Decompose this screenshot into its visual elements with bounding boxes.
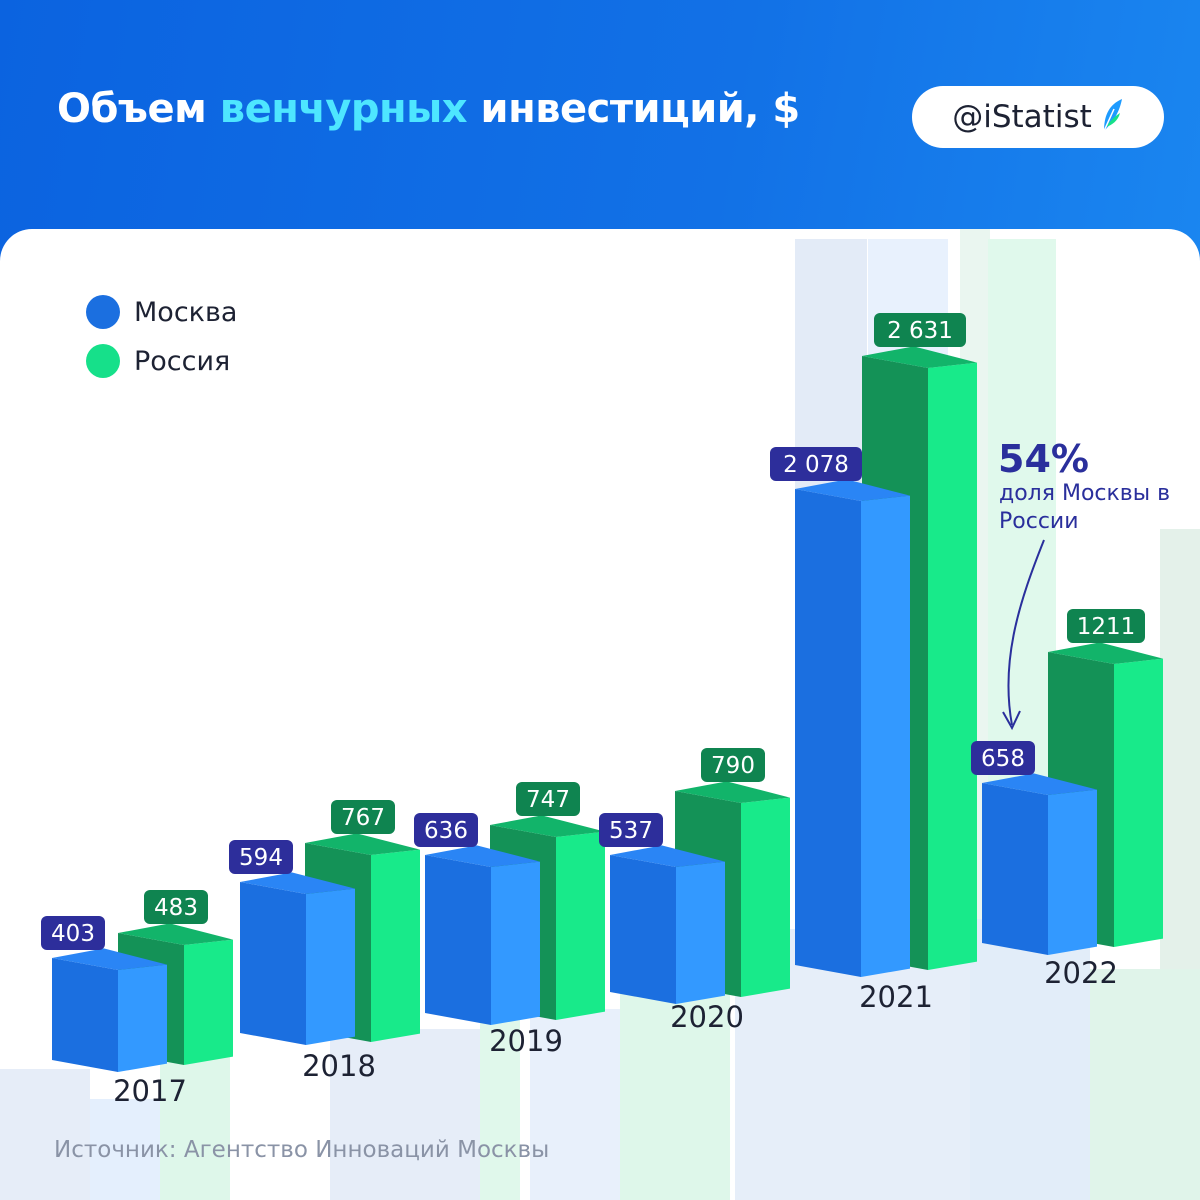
svg-text:403: 403 <box>51 921 95 947</box>
chart-title: Объем венчурных инвестиций, $ <box>57 86 800 132</box>
annotation-text: доля Москвы в России <box>999 481 1171 534</box>
bar-moscow-2017 <box>52 948 167 1072</box>
source-note: Источник: Агентство Инноваций Москвы <box>54 1137 550 1163</box>
bar-moscow-2020 <box>610 845 725 1004</box>
svg-text:636: 636 <box>424 818 468 844</box>
data-label-moscow-2019: 636 <box>414 813 478 847</box>
istatist-badge[interactable]: @iStatist <box>912 86 1164 148</box>
x-tick-2019: 2019 <box>489 1024 563 1058</box>
legend-item-russia: Россия <box>86 344 230 378</box>
data-label-moscow-2018: 594 <box>229 840 293 874</box>
data-label-russia-2017: 483 <box>144 890 208 924</box>
svg-text:747: 747 <box>526 787 570 813</box>
legend-item-moscow: Москва <box>86 295 237 329</box>
svg-text:790: 790 <box>711 753 755 779</box>
svg-text:2 078: 2 078 <box>783 452 849 478</box>
bar-moscow-2019 <box>425 845 540 1025</box>
data-labels: 403 483 594 767 636 747 537 790 2 078 2 631 658 121… <box>41 313 1145 950</box>
svg-text:658: 658 <box>981 746 1025 772</box>
bar-moscow-2022 <box>982 773 1097 955</box>
x-tick-2022: 2022 <box>1044 956 1118 990</box>
data-label-moscow-2022: 658 <box>971 741 1035 775</box>
annotation-arrow <box>1002 539 1045 731</box>
svg-text:594: 594 <box>239 845 283 871</box>
data-label-russia-2021: 2 631 <box>874 313 966 347</box>
data-label-russia-2022: 1211 <box>1067 609 1145 643</box>
chart-svg: 403 483 594 767 636 747 537 790 2 078 2 631 658 121… <box>0 229 1200 1200</box>
svg-text:767: 767 <box>341 805 385 831</box>
annotation-percent: 54% <box>998 437 1089 481</box>
data-label-russia-2018: 767 <box>331 800 395 834</box>
x-tick-2021: 2021 <box>859 980 933 1014</box>
svg-text:1211: 1211 <box>1077 614 1136 640</box>
badge-text: @iStatist <box>952 99 1092 135</box>
legend-label-russia: Россия <box>134 345 231 377</box>
feather-logo-icon <box>1100 97 1124 138</box>
bar-moscow-2021 <box>795 479 910 977</box>
x-tick-2017: 2017 <box>113 1074 187 1108</box>
title-highlight: венчурных <box>219 86 468 132</box>
title-part-2: инвестиций, $ <box>467 86 801 132</box>
data-label-moscow-2020: 537 <box>599 813 663 847</box>
data-label-moscow-2017: 403 <box>41 916 105 950</box>
bar-moscow-2018 <box>240 872 355 1045</box>
title-part-1: Объем <box>57 86 220 132</box>
svg-text:483: 483 <box>154 895 198 921</box>
x-tick-2020: 2020 <box>670 1000 744 1034</box>
legend-label-moscow: Москва <box>134 296 238 328</box>
svg-text:2 631: 2 631 <box>887 318 953 344</box>
chart-card: 403 483 594 767 636 747 537 790 2 078 2 631 658 121… <box>0 229 1200 1200</box>
data-label-russia-2019: 747 <box>516 782 580 816</box>
x-tick-labels: 2017 2018 2019 2020 2021 2022 <box>113 956 1118 1108</box>
svg-text:537: 537 <box>609 818 653 844</box>
data-label-russia-2020: 790 <box>701 748 765 782</box>
legend-dot-russia <box>86 344 120 378</box>
bars <box>52 346 1163 1072</box>
x-tick-2018: 2018 <box>302 1049 376 1083</box>
legend-dot-moscow <box>86 295 120 329</box>
data-label-moscow-2021: 2 078 <box>770 447 862 481</box>
